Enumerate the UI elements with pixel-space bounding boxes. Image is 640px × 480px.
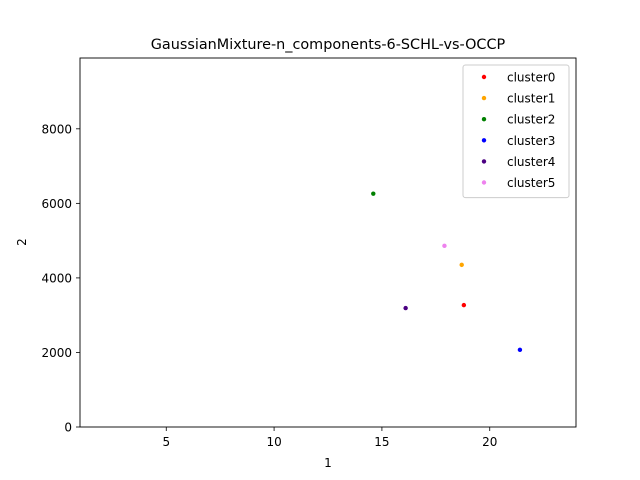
- y-tick-label: 0: [64, 421, 72, 435]
- x-tick-label: 15: [374, 435, 389, 449]
- legend-label: cluster0: [507, 71, 555, 85]
- legend-marker: [481, 138, 487, 143]
- x-tick-label: 20: [482, 435, 497, 449]
- y-tick-label: 6000: [41, 197, 72, 211]
- legend-marker: [481, 117, 487, 122]
- chart-title: GaussianMixture-n_components-6-SCHL-vs-O…: [151, 37, 506, 53]
- y-tick-label: 2000: [41, 346, 72, 360]
- data-point-cluster0: [461, 302, 467, 308]
- data-point-cluster4: [403, 305, 408, 311]
- legend-marker: [481, 180, 487, 185]
- legend-marker: [481, 74, 487, 80]
- x-axis-label: 1: [324, 456, 332, 470]
- y-axis-label: 2: [15, 238, 29, 246]
- y-tick-label: 4000: [41, 271, 72, 285]
- legend-label: cluster5: [507, 176, 555, 190]
- data-point-cluster5: [442, 243, 447, 249]
- legend: cluster0 cluster1 cluster2 cluster3 cluster4…: [462, 64, 570, 199]
- x-tick-label: 10: [266, 435, 281, 449]
- plot-area: [371, 191, 523, 353]
- data-point-cluster2: [371, 191, 376, 196]
- plot-frame: [79, 57, 577, 428]
- legend-marker: [481, 95, 487, 101]
- legend-box: [462, 64, 570, 199]
- y-axis: 0 2000 4000 6000 8000: [41, 122, 80, 435]
- x-axis: 5 10 15 20: [162, 427, 497, 449]
- x-tick-label: 5: [162, 435, 170, 449]
- legend-label: cluster4: [507, 155, 555, 169]
- legend-label: cluster2: [507, 113, 555, 127]
- legend-label: cluster1: [507, 92, 555, 106]
- data-point-cluster1: [459, 262, 464, 268]
- legend-marker: [481, 159, 487, 164]
- y-tick-label: 8000: [41, 122, 72, 136]
- data-point-cluster3: [517, 347, 523, 353]
- legend-label: cluster3: [507, 134, 555, 148]
